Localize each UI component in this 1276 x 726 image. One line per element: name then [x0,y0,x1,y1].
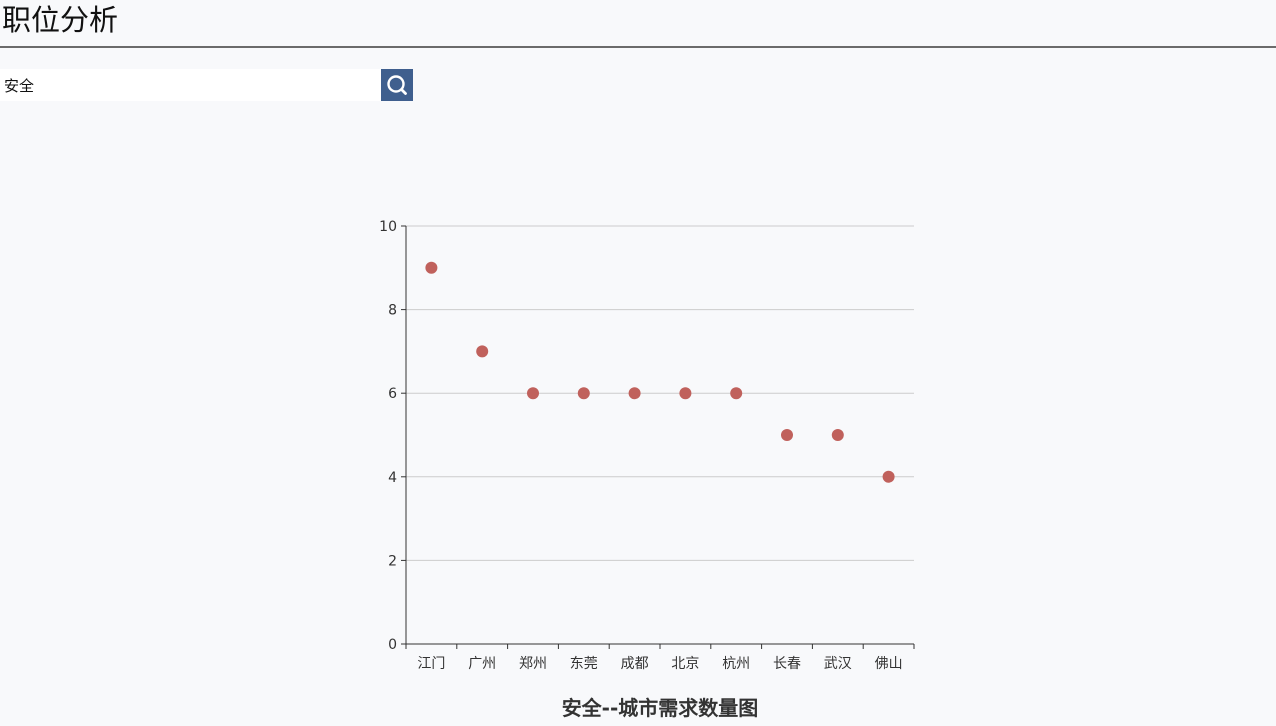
x-tick-label: 武汉 [824,656,852,672]
search-icon [387,75,407,95]
data-point [476,345,489,358]
x-tick-label: 广州 [468,656,496,672]
search-button[interactable] [381,69,413,101]
x-tick-label: 长春 [773,656,801,672]
y-tick-label: 2 [388,553,397,569]
data-point [679,387,692,400]
x-tick-label: 佛山 [875,656,903,672]
data-point [882,470,895,483]
y-tick-label: 8 [388,303,397,319]
y-tick-label: 0 [388,637,397,653]
y-tick-label: 10 [379,219,397,235]
search-bar [0,69,413,101]
data-point [527,387,539,400]
x-tick-label: 成都 [621,656,649,672]
data-point [781,429,793,441]
header-bar: 职位分析 [0,0,1276,48]
data-point [577,387,590,400]
x-tick-label: 江门 [417,656,445,672]
data-point [730,387,743,400]
chart-title: 安全--城市需求数量图 [561,696,759,720]
x-tick-label: 东莞 [570,656,598,672]
data-point [628,387,641,400]
y-tick-label: 4 [388,470,397,486]
x-tick-label: 杭州 [722,656,750,672]
x-tick-label: 北京 [671,656,699,672]
page-title: 职位分析 [2,3,119,37]
data-point [831,429,844,441]
search-input[interactable] [0,69,381,101]
y-tick-label: 6 [388,386,397,402]
data-point [425,261,438,274]
x-tick-label: 郑州 [519,656,547,672]
